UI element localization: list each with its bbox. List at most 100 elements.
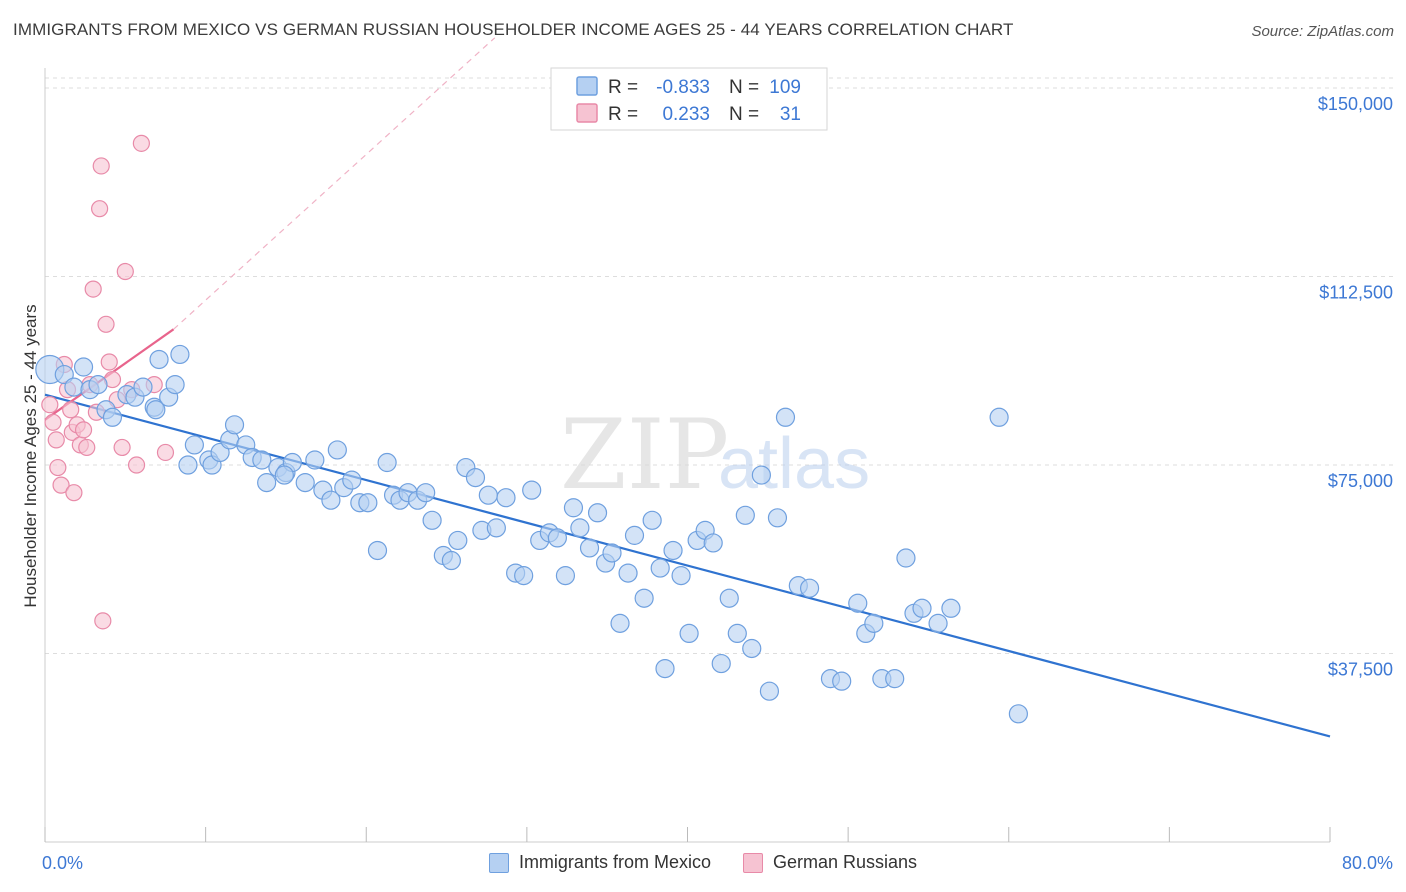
data-point-mexico [679, 623, 699, 644]
data-point-mexico [224, 415, 245, 435]
data-point-german-russians [91, 200, 109, 218]
watermark-zip: ZIP [560, 399, 729, 511]
data-point-mexico [146, 400, 166, 420]
data-point-mexico [170, 344, 190, 365]
data-point-mexico [650, 558, 670, 578]
data-point-german-russians [52, 476, 70, 494]
data-point-german-russians [94, 612, 112, 630]
watermark: ZIP atlas [560, 399, 870, 511]
data-point-mexico [759, 681, 780, 701]
data-point-mexico [941, 598, 961, 618]
data-point-mexico [102, 407, 123, 427]
data-point-mexico [742, 638, 762, 659]
data-point-mexico [727, 623, 747, 644]
data-point-mexico [848, 593, 868, 613]
data-point-mexico [441, 550, 461, 571]
data-point-mexico [448, 530, 468, 551]
watermark-atlas: atlas [718, 424, 870, 504]
x-tick-label-max: 80.0% [1342, 853, 1393, 873]
data-point-german-russians [97, 315, 115, 333]
legend-swatch-blue-bottom [488, 852, 509, 873]
data-point-mexico [377, 452, 397, 473]
data-point-mexico [1008, 704, 1028, 724]
data-point-german-russians [78, 438, 96, 457]
bottom-legend-label-mexico: Immigrants from Mexico [518, 852, 711, 872]
data-point-german-russians [100, 353, 118, 371]
data-point-mexico [671, 566, 691, 586]
data-point-german-russians [62, 401, 80, 419]
axis-layer [44, 68, 1331, 843]
legend-n-value-2: 31 [780, 104, 801, 125]
data-point-mexico [73, 357, 94, 377]
data-point-mexico [563, 498, 584, 518]
tick-labels: $37,500 $75,000 $112,500 $150,000 0.0% 80.0% [42, 94, 1393, 873]
data-point-mexico [133, 377, 153, 397]
y-tick-label: $150,000 [1318, 94, 1393, 114]
data-point-mexico [989, 407, 1009, 427]
data-point-mexico [295, 473, 315, 493]
data-point-mexico [321, 490, 341, 510]
data-point-mexico [642, 510, 662, 530]
data-point-mexico [610, 613, 630, 633]
bottom-legend-item-mexico[interactable]: Immigrants from Mexico [488, 852, 711, 873]
data-point-mexico [587, 503, 608, 523]
data-point-mexico [602, 543, 622, 563]
trend-line-german-russians-extended [173, 37, 496, 330]
legend-n-value-1: 109 [769, 77, 801, 98]
data-point-mexico [912, 598, 932, 618]
data-point-mexico [514, 566, 534, 586]
data-point-mexico [570, 518, 590, 538]
data-point-mexico [367, 540, 388, 561]
data-point-mexico [478, 485, 498, 505]
data-point-mexico [358, 493, 378, 513]
legend-swatch-pink-bottom [742, 852, 763, 873]
legend-swatch-blue [576, 76, 598, 96]
data-point-mexico [327, 440, 347, 460]
legend-r-value-2: 0.233 [662, 104, 710, 125]
legend-n-label-2: N = [729, 104, 759, 125]
data-point-mexico [252, 450, 272, 470]
y-tick-label: $37,500 [1328, 660, 1393, 680]
legend-n-label-1: N = [729, 77, 759, 98]
data-point-mexico [547, 528, 567, 548]
data-point-mexico [422, 510, 442, 530]
legend-box: R = -0.833 N = 109 R = 0.233 N = 31 [550, 67, 828, 131]
data-point-mexico [864, 613, 884, 633]
data-point-german-russians [47, 431, 65, 449]
legend-r-label-1: R = [608, 77, 638, 98]
data-point-mexico [522, 480, 542, 500]
data-point-mexico [579, 538, 600, 558]
chart-source: Source: ZipAtlas.com [1251, 23, 1394, 40]
data-point-mexico [64, 377, 84, 397]
y-tick-label: $112,500 [1319, 283, 1393, 303]
data-point-german-russians [41, 396, 59, 414]
data-point-mexico [88, 375, 108, 395]
data-point-mexico [496, 488, 516, 508]
data-point-mexico [767, 508, 788, 528]
data-point-mexico [416, 483, 436, 503]
data-point-mexico [342, 470, 362, 490]
data-point-german-russians [127, 456, 146, 474]
data-point-mexico [274, 465, 294, 485]
data-point-mexico [751, 465, 771, 485]
data-point-german-russians [156, 443, 175, 462]
bottom-legend-item-german-russians[interactable]: German Russians [742, 852, 917, 873]
data-point-mexico [465, 467, 486, 488]
legend-r-label-2: R = [608, 104, 638, 125]
chart-title: IMMIGRANTS FROM MEXICO VS GERMAN RUSSIAN… [13, 20, 1014, 39]
legend-swatch-pink [576, 103, 598, 123]
data-point-german-russians [44, 413, 62, 431]
x-tick-label-min: 0.0% [42, 853, 83, 873]
data-point-mexico [928, 613, 948, 633]
bottom-legend: Immigrants from Mexico German Russians [0, 852, 1406, 873]
data-point-german-russians [116, 262, 134, 281]
data-point-mexico [885, 669, 905, 689]
data-point-german-russians [49, 458, 67, 477]
data-point-mexico [184, 435, 204, 455]
data-point-mexico [486, 518, 506, 538]
y-tick-label: $75,000 [1328, 471, 1393, 491]
data-point-mexico [896, 548, 916, 568]
data-point-mexico [775, 407, 796, 427]
